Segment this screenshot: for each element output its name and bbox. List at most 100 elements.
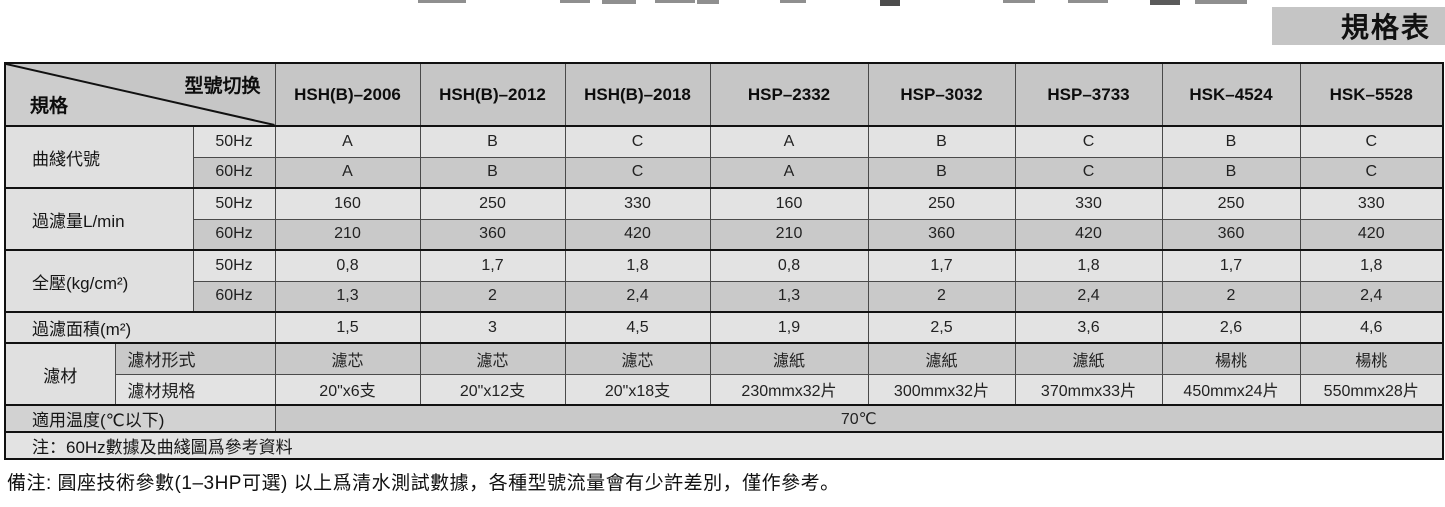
value-cell: C <box>1299 125 1444 158</box>
value-cell: 1,8 <box>1014 249 1163 282</box>
value-cell: 210 <box>274 218 421 251</box>
header-row: 型號切换 規格 HSH(B)–2006 HSH(B)–2012 HSH(B)–2… <box>4 62 1444 127</box>
value-cell: A <box>709 156 869 189</box>
value-cell: 360 <box>1161 218 1301 251</box>
value-cell: 230mmx32片 <box>709 373 869 406</box>
model-header: HSP–2332 <box>709 62 869 127</box>
value-cell: 1,8 <box>564 249 711 282</box>
value-cell: 1,5 <box>274 311 421 344</box>
value-cell: 楊桃 <box>1161 342 1301 375</box>
value-cell: B <box>1161 156 1301 189</box>
value-cell: 330 <box>564 187 711 220</box>
freq-label-50hz: 50Hz <box>192 187 276 220</box>
model-header: HSH(B)–2018 <box>564 62 711 127</box>
value-cell: 濾芯 <box>274 342 421 375</box>
value-cell: 160 <box>274 187 421 220</box>
media-type-row: 濾材 濾材形式 濾芯 濾芯 濾芯 濾紙 濾紙 濾紙 楊桃 楊桃 <box>4 342 1444 406</box>
row-label-curve: 曲綫代號 <box>4 125 194 189</box>
spec-table: 型號切换 規格 HSH(B)–2006 HSH(B)–2012 HSH(B)–2… <box>4 62 1444 460</box>
value-cell: B <box>867 125 1016 158</box>
value-cell: 420 <box>1299 218 1444 251</box>
value-cell: C <box>1299 156 1444 189</box>
value-cell: 250 <box>419 187 566 220</box>
model-header: HSP–3733 <box>1014 62 1163 127</box>
value-cell: 濾紙 <box>1014 342 1163 375</box>
flow-50hz-row: 過濾量L/min 50Hz 160 250 330 160 250 330 25… <box>4 187 1444 251</box>
value-cell: 1,3 <box>709 280 869 313</box>
value-cell: A <box>709 125 869 158</box>
value-cell: 1,3 <box>274 280 421 313</box>
pressure-60hz-row: 60Hz 1,3 2 2,4 1,3 2 2,4 2 2,4 <box>5 280 1444 313</box>
value-cell: 1,7 <box>867 249 1016 282</box>
freq-label-50hz: 50Hz <box>192 125 276 158</box>
value-cell: 330 <box>1299 187 1444 220</box>
footnote: 備注: 圓座技術參數(1–3HP可選) 以上爲清水測試數據，各種型號流量會有少許… <box>7 473 840 494</box>
curve-60hz-row: 60Hz A B C A B C B C <box>5 156 1444 189</box>
value-cell: 2,5 <box>867 311 1016 344</box>
row-label-flow: 過濾量L/min <box>4 187 194 251</box>
value-cell: 2 <box>419 280 566 313</box>
value-cell: B <box>1161 125 1301 158</box>
row-label-pressure: 全壓(kg/cm²) <box>4 249 194 313</box>
value-cell: 2 <box>1161 280 1301 313</box>
row-label-temperature: 適用温度(℃以下) <box>4 404 276 433</box>
corner-label-spec: 規格 <box>30 96 69 117</box>
row-label-area: 過濾面積(m²) <box>4 311 276 344</box>
value-cell: C <box>1014 125 1163 158</box>
flow-60hz-row: 60Hz 210 360 420 210 360 420 360 420 <box>5 218 1444 251</box>
row-label-media-type: 濾材形式 <box>114 342 276 375</box>
note-row: 注：60Hz數據及曲綫圖爲參考資料 <box>4 431 1444 460</box>
value-cell: 濾芯 <box>419 342 566 375</box>
model-header: HSH(B)–2012 <box>419 62 566 127</box>
value-cell: C <box>564 156 711 189</box>
freq-label-50hz: 50Hz <box>192 249 276 282</box>
value-cell: 420 <box>1014 218 1163 251</box>
value-cell: 450mmx24片 <box>1161 373 1301 406</box>
value-cell: 3 <box>419 311 566 344</box>
corner-label-model: 型號切换 <box>184 76 261 97</box>
freq-label-60hz: 60Hz <box>192 280 276 313</box>
value-cell: B <box>867 156 1016 189</box>
value-cell: 1,7 <box>1161 249 1301 282</box>
value-cell: C <box>564 125 711 158</box>
value-cell: 2,4 <box>1299 280 1444 313</box>
page-title-text: 規格表 <box>1340 12 1431 43</box>
value-cell: 370mmx33片 <box>1014 373 1163 406</box>
page-title: 規格表 <box>1272 7 1445 45</box>
value-cell: 20"x18支 <box>564 373 711 406</box>
value-cell: 20"x6支 <box>274 373 421 406</box>
value-cell: 0,8 <box>274 249 421 282</box>
value-cell: 1,8 <box>1299 249 1444 282</box>
value-cell: 250 <box>867 187 1016 220</box>
value-cell: C <box>1014 156 1163 189</box>
value-cell: 2 <box>867 280 1016 313</box>
freq-label-60hz: 60Hz <box>192 156 276 189</box>
model-header: HSP–3032 <box>867 62 1016 127</box>
value-cell: 2,4 <box>1014 280 1163 313</box>
value-cell: 420 <box>564 218 711 251</box>
value-cell: 550mmx28片 <box>1299 373 1444 406</box>
area-row: 過濾面積(m²) 1,5 3 4,5 1,9 2,5 3,6 2,6 4,6 <box>4 311 1444 344</box>
value-cell: 楊桃 <box>1299 342 1444 375</box>
value-cell: 300mmx32片 <box>867 373 1016 406</box>
value-cell: 1,7 <box>419 249 566 282</box>
value-cell: 20"x12支 <box>419 373 566 406</box>
value-cell: 250 <box>1161 187 1301 220</box>
value-cell: 210 <box>709 218 869 251</box>
value-cell: 360 <box>867 218 1016 251</box>
model-header: HSH(B)–2006 <box>274 62 421 127</box>
temperature-row: 適用温度(℃以下) 70℃ <box>4 404 1444 433</box>
value-cell: 360 <box>419 218 566 251</box>
media-size-row: 濾材規格 20"x6支 20"x12支 20"x18支 230mmx32片 30… <box>5 373 1444 406</box>
value-cell: 4,5 <box>564 311 711 344</box>
value-cell: 1,9 <box>709 311 869 344</box>
value-cell: B <box>419 156 566 189</box>
temperature-value: 70℃ <box>274 404 1444 433</box>
value-cell: 濾芯 <box>564 342 711 375</box>
value-cell: 濾紙 <box>709 342 869 375</box>
model-header: HSK–5528 <box>1299 62 1444 127</box>
value-cell: 濾紙 <box>867 342 1016 375</box>
value-cell: 4,6 <box>1299 311 1444 344</box>
table-note: 注：60Hz數據及曲綫圖爲參考資料 <box>4 431 1444 460</box>
model-header: HSK–4524 <box>1161 62 1301 127</box>
